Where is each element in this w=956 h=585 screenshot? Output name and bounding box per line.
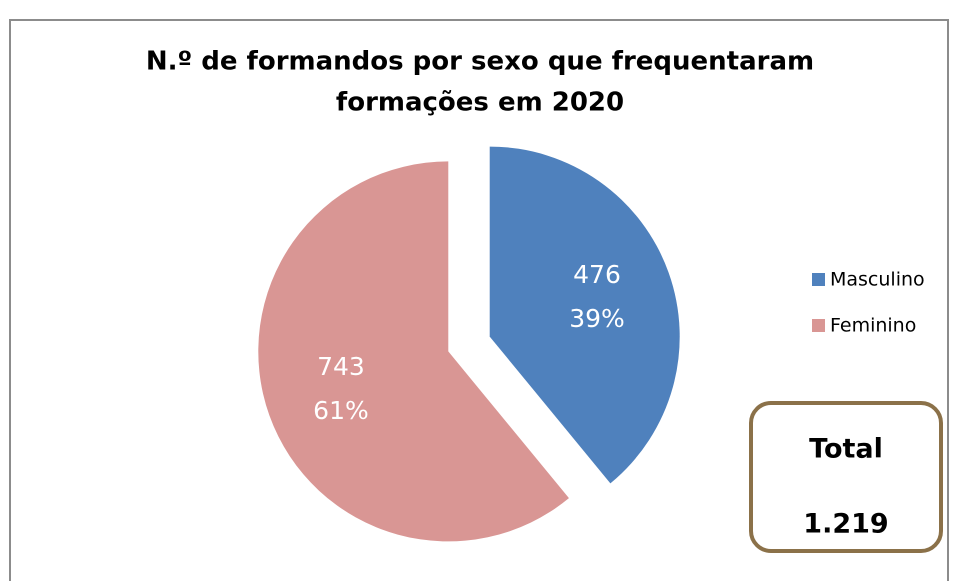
- chart-title: formações em 2020: [336, 88, 624, 118]
- pie-slice: [258, 161, 569, 542]
- chart-title: N.º de formandos por sexo que frequentar…: [146, 47, 814, 77]
- percent-label: 39%: [569, 304, 625, 333]
- legend-label: Feminino: [830, 315, 916, 337]
- legend-label: Masculino: [830, 269, 925, 291]
- pie-slice: [489, 146, 680, 484]
- value-label: 476: [573, 260, 621, 289]
- legend-swatch: [812, 319, 825, 332]
- total-box: [749, 401, 943, 553]
- percent-label: 61%: [313, 396, 369, 425]
- total-title: Total: [809, 434, 883, 465]
- legend-swatch: [812, 273, 825, 286]
- total-value: 1.219: [803, 509, 888, 540]
- value-label: 743: [317, 352, 365, 381]
